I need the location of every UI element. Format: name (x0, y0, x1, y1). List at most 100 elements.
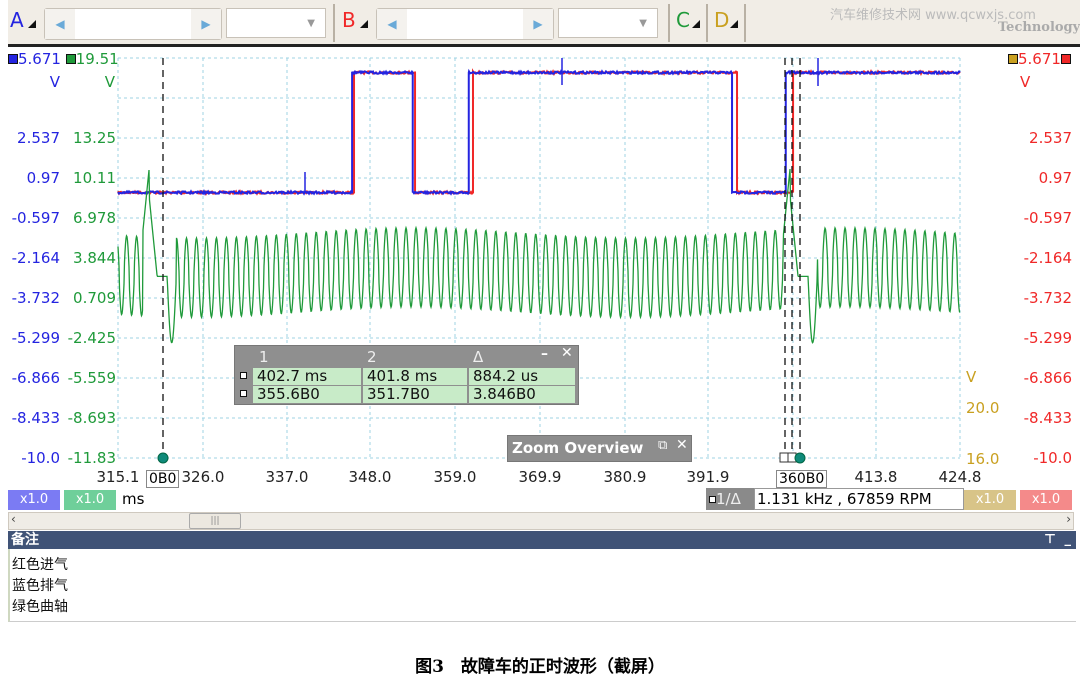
cell: 401.8 ms (363, 368, 467, 385)
axis-c-tick: -11.83 (67, 449, 116, 467)
channel-b-menu-icon[interactable] (360, 20, 368, 28)
x-axis-tick: 326.0 (181, 468, 225, 486)
minimize-icon[interactable]: – (541, 346, 548, 362)
close-icon[interactable]: ✕ (561, 345, 573, 361)
x-axis-tick: 359.0 (433, 468, 477, 486)
row-marker-icon (240, 372, 247, 379)
cell: 884.2 us (469, 368, 575, 385)
cursor-handle (779, 452, 789, 463)
frequency-readout-value: 1.131 kHz , 67859 RPM (754, 488, 964, 510)
zoom-overview-panel[interactable]: Zoom Overview ⧉ ✕ (507, 435, 692, 462)
axis-c-tick: 6.978 (73, 209, 116, 227)
horizontal-scrollbar[interactable]: ‹ ||| › (8, 512, 1074, 530)
watermark-sub: Technology (998, 20, 1080, 35)
cell: 3.846B0 (469, 386, 575, 403)
channel-d-marker-icon (1008, 54, 1018, 64)
notes-title: 备注 (11, 532, 39, 548)
axis-a-tick: -8.433 (11, 409, 60, 427)
channel-b-coupling-dropdown[interactable]: ▼ (558, 8, 658, 38)
channel-a-scale[interactable]: x1.0 (8, 490, 60, 510)
cell: 355.6B0 (253, 386, 361, 403)
channel-b-marker-icon (1060, 54, 1071, 64)
axis-a-tick: -5.299 (11, 329, 60, 347)
channel-c-scale[interactable]: x1.0 (64, 490, 116, 510)
channel-a-coupling-dropdown[interactable]: ▼ (226, 8, 326, 38)
spin-right-icon[interactable]: ▶ (523, 9, 553, 39)
note-line: 红色进气 (12, 557, 68, 573)
axis-c-tick: -8.693 (67, 409, 116, 427)
axis-b-tick: -2.164 (1023, 249, 1072, 267)
scroll-right-icon[interactable]: › (1066, 512, 1071, 526)
axis-a-tick: -3.732 (11, 289, 60, 307)
row-marker-icon (240, 390, 247, 397)
pin-icon[interactable]: ⊤ (1044, 532, 1056, 547)
scroll-thumb[interactable]: ||| (189, 513, 241, 529)
marker-icon (709, 496, 716, 503)
axis-b-tick: -10.0 (1033, 449, 1072, 467)
scope-plot[interactable] (0, 0, 1080, 520)
axis-a-tick: -2.164 (11, 249, 60, 267)
axis-c-tick: 3.844 (73, 249, 116, 267)
spin-right-icon[interactable]: ▶ (191, 9, 221, 39)
cursor-label[interactable]: 360B0 (776, 470, 828, 488)
channel-d-scale[interactable]: x1.0 (964, 490, 1016, 510)
spin-left-icon[interactable]: ◀ (45, 9, 75, 39)
x-axis-tick: 315.1 (96, 468, 140, 486)
x-axis-tick: 380.9 (603, 468, 647, 486)
axis-a-unit: V (49, 73, 60, 91)
scroll-left-icon[interactable]: ‹ (11, 512, 16, 526)
close-icon[interactable]: ✕ (676, 437, 688, 453)
x-axis-tick: 369.9 (518, 468, 562, 486)
channel-d-button[interactable]: D (714, 8, 730, 32)
channel-a-button[interactable]: A (10, 8, 24, 32)
measurements-table[interactable]: 1 2 Δ – ✕ 402.7 ms 401.8 ms 884.2 us 355… (234, 345, 579, 405)
channel-b-range-spinner[interactable]: ◀ ▶ (376, 8, 554, 40)
frequency-readout-label: 1/Δ (706, 488, 754, 510)
reference-cursor-label[interactable]: 0B0 (146, 470, 180, 488)
notes-panel[interactable] (8, 549, 1076, 622)
x-axis-tick: 413.8 (854, 468, 898, 486)
axis-d-unit: V (966, 368, 977, 386)
axis-a-tick: -6.866 (11, 369, 60, 387)
channel-a-marker-icon (8, 54, 18, 64)
axis-c-tick: 10.11 (73, 169, 116, 187)
notes-header: 备注 ⊤ _ (8, 531, 1076, 549)
cursor-handle (157, 452, 169, 464)
x-axis-tick: 391.9 (686, 468, 730, 486)
x-axis-tick: 337.0 (265, 468, 309, 486)
channel-b-scale[interactable]: x1.0 (1020, 490, 1072, 510)
channel-toolbar: A ◀ ▶ ▼ B ◀ ▶ ▼ C D 汽车维修技术网 www.qcwxjs.c… (8, 0, 1080, 47)
crank-trace-green (117, 168, 961, 344)
cursor-handle (794, 452, 806, 464)
intake-trace-red (117, 68, 961, 196)
axis-b-tick: -8.433 (1023, 409, 1072, 427)
axis-a-tick: -0.597 (11, 209, 60, 227)
channel-c-button[interactable]: C (676, 8, 690, 32)
channel-c-menu-icon[interactable] (692, 20, 700, 28)
channel-b-button[interactable]: B (342, 8, 356, 32)
time-unit: ms (122, 490, 145, 508)
axis-c-tick: -2.425 (67, 329, 116, 347)
restore-icon[interactable]: ⧉ (658, 438, 668, 453)
watermark: 汽车维修技术网 www.qcwxjs.com (830, 8, 1036, 23)
channel-c-marker-icon (65, 54, 76, 64)
axis-c-tick: -5.559 (67, 369, 116, 387)
divider (333, 4, 335, 42)
note-line: 绿色曲轴 (12, 599, 68, 615)
axis-d-tick: 16.0 (966, 450, 1000, 468)
x-axis-tick: 348.0 (348, 468, 392, 486)
axis-b-top: 5.671 (1008, 50, 1071, 68)
column-header: 1 (259, 348, 269, 366)
divider (706, 4, 708, 42)
axis-b-tick: 2.537 (1029, 129, 1072, 147)
channel-d-menu-icon[interactable] (730, 20, 738, 28)
minimize-icon[interactable]: _ (1064, 532, 1072, 547)
channel-a-range-spinner[interactable]: ◀ ▶ (44, 8, 222, 40)
axis-b-tick: -0.597 (1023, 209, 1072, 227)
axis-a-tick: -10.0 (21, 449, 60, 467)
axis-b-tick: -3.732 (1023, 289, 1072, 307)
channel-a-menu-icon[interactable] (28, 20, 36, 28)
zoom-overview-title: Zoom Overview (512, 439, 644, 457)
spin-left-icon[interactable]: ◀ (377, 9, 407, 39)
cell: 351.7B0 (363, 386, 467, 403)
